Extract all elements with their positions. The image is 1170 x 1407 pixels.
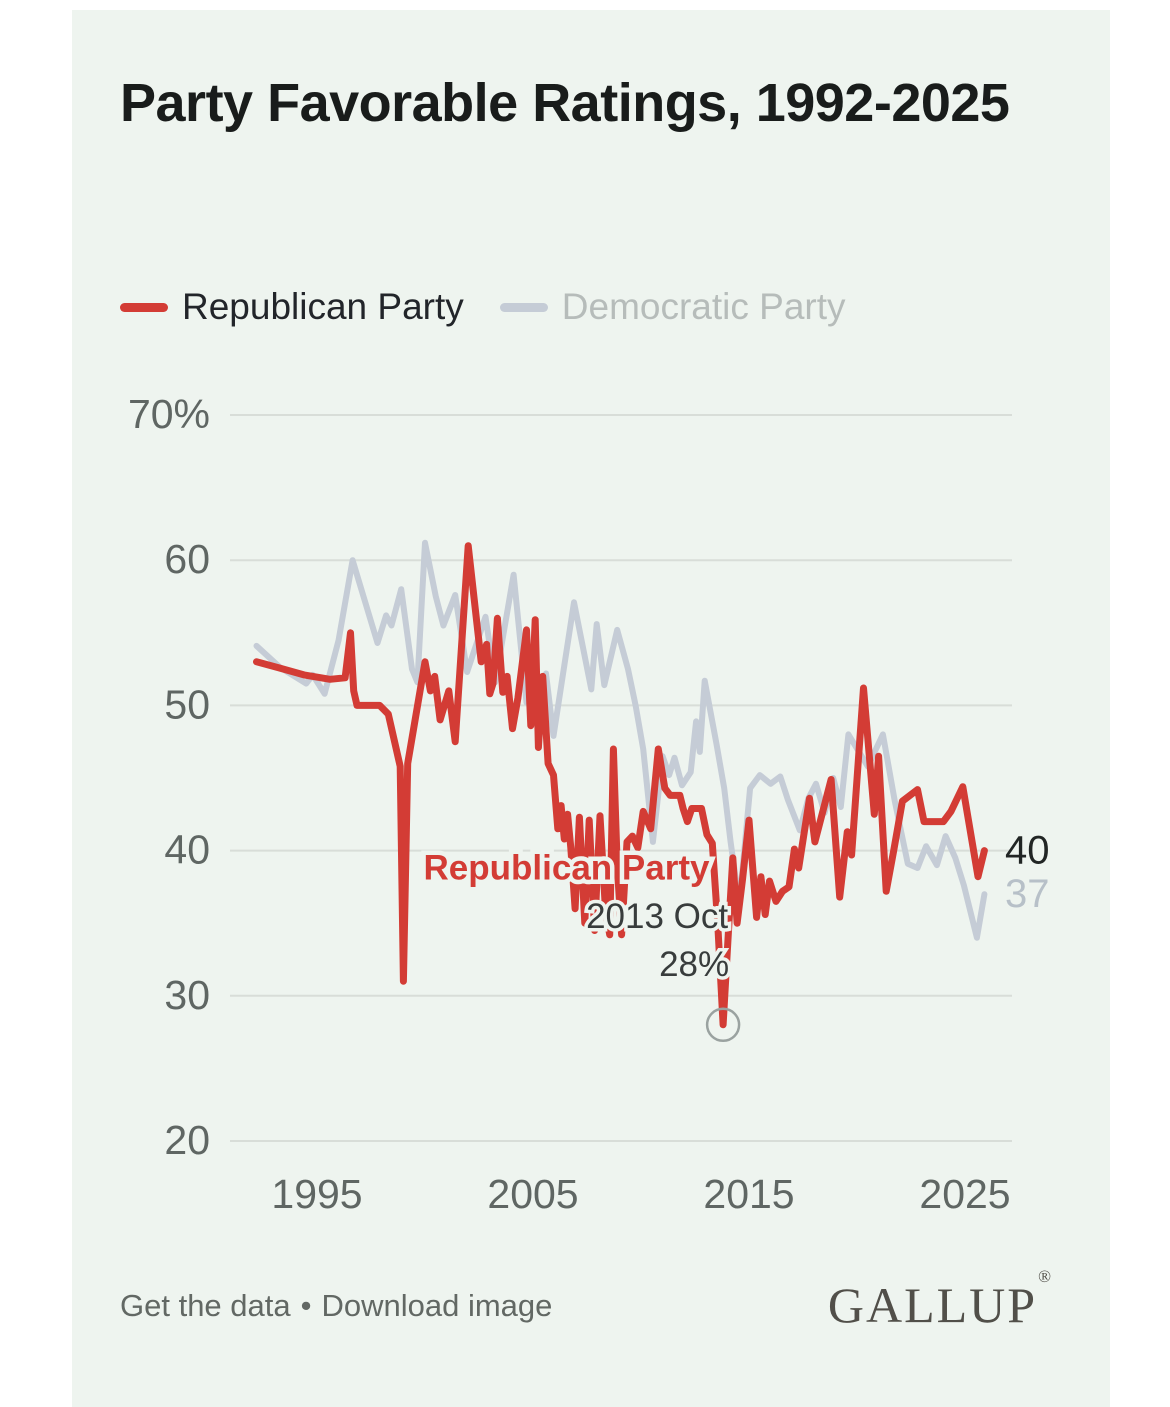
legend-label-republican: Republican Party [182,286,464,327]
get-the-data-link[interactable]: Get the data [120,1288,291,1323]
y-axis-labels-group: 70% 60 50 40 30 20 [128,391,210,1163]
legend-item-republican[interactable]: Republican Party [120,286,464,328]
bullet-separator: • [300,1288,312,1323]
footer-links: Get the data • Download image [120,1288,552,1324]
y-tick-label: 60 [164,536,210,582]
callout-date-label: 2013 Oct [586,897,728,936]
y-tick-label: 20 [164,1117,210,1163]
series-inline-label: Republican Party [424,849,710,888]
series-line-republican-party[interactable] [253,542,988,1029]
legend-item-democratic[interactable]: Democratic Party [499,286,846,328]
chart-card: Party Favorable Ratings, 1992-2025 Repub… [72,10,1110,1407]
legend-label-democratic: Democratic Party [561,286,846,327]
y-tick-label: 30 [164,972,210,1018]
y-tick-label: 40 [164,827,210,873]
download-image-link[interactable]: Download image [321,1288,553,1323]
callout-circle-marker [705,1007,741,1043]
democratic-line-swatch-icon [499,302,548,312]
x-tick-label: 2015 [703,1171,794,1217]
y-tick-label: 70% [128,391,210,437]
gridlines-group [230,414,1012,1142]
y-tick-label: 50 [164,681,210,727]
page-title: Party Favorable Ratings, 1992-2025 [120,73,1010,133]
gallup-wordmark: GALLUP [827,1277,1038,1333]
end-value-label-democratic-party: 37 [1005,872,1050,916]
favorability-line-chart: 70% 60 50 40 30 20 1995 2005 2015 2025 Republica… [128,391,1050,1217]
end-value-label-republican-party: 40 [1005,829,1050,873]
callout-value-label: 28% [659,945,729,984]
x-tick-label: 2005 [487,1171,578,1217]
registered-trademark-icon: ® [1038,1267,1053,1287]
gallup-logo: GALLUP® [827,1267,1052,1334]
x-tick-label: 2025 [919,1171,1010,1217]
x-axis-labels-group: 1995 2005 2015 2025 [271,1171,1010,1217]
x-tick-label: 1995 [271,1171,362,1217]
series-group [253,539,988,1029]
legend: Republican Party Democratic Party [120,286,846,328]
republican-line-swatch-icon [120,302,168,312]
